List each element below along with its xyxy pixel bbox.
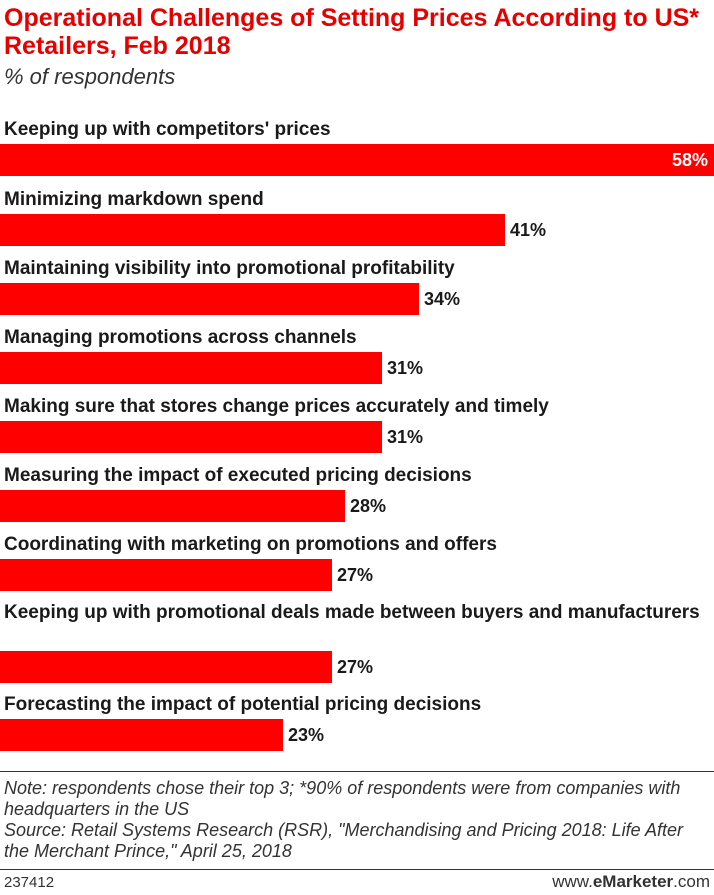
brand-suffix: .com: [673, 872, 710, 891]
emarketer-logo[interactable]: www.eMarketer.com: [552, 872, 710, 892]
bar: [0, 283, 419, 315]
value-label: 31%: [387, 427, 424, 447]
category-label: Keeping up with competitors' prices: [4, 119, 331, 140]
category-label: Forecasting the impact of potential pric…: [4, 694, 482, 715]
bottom-divider: [0, 869, 714, 870]
category-label: Coordinating with marketing on promotion…: [4, 534, 497, 555]
bar: [0, 421, 382, 453]
bar: [0, 651, 332, 683]
chart-notes: Note: respondents chose their top 3; *90…: [4, 778, 710, 862]
note-text: Note: respondents chose their top 3; *90…: [4, 778, 681, 819]
bar: [0, 490, 345, 522]
brand-name: eMarketer: [592, 872, 674, 891]
footer-divider: [0, 771, 714, 772]
bar: [0, 214, 505, 246]
chart-id: 237412: [4, 874, 55, 891]
bar: [0, 352, 382, 384]
value-label: 31%: [387, 358, 424, 378]
category-label: Minimizing markdown spend: [4, 189, 264, 210]
value-label: 58%: [671, 150, 708, 170]
value-label: 34%: [424, 289, 461, 309]
source-text: Source: Retail Systems Research (RSR), "…: [4, 820, 684, 861]
category-label: Managing promotions across channels: [4, 327, 357, 348]
category-label: Making sure that stores change prices ac…: [4, 396, 549, 417]
category-label: Maintaining visibility into promotional …: [4, 258, 455, 279]
value-label: 28%: [350, 496, 387, 516]
bar: [0, 719, 283, 751]
value-label: 27%: [337, 565, 374, 585]
value-label: 41%: [510, 220, 547, 240]
brand-prefix: www.: [552, 872, 593, 891]
bar: [0, 144, 714, 176]
chart-subtitle: % of respondents: [4, 64, 176, 89]
chart-title: Operational Challenges of Setting Prices…: [4, 4, 700, 60]
value-label: 23%: [288, 725, 325, 745]
category-label: Measuring the impact of executed pricing…: [4, 465, 472, 486]
category-label: Keeping up with promotional deals made b…: [4, 602, 700, 623]
value-label: 27%: [337, 657, 374, 677]
bar: [0, 559, 332, 591]
